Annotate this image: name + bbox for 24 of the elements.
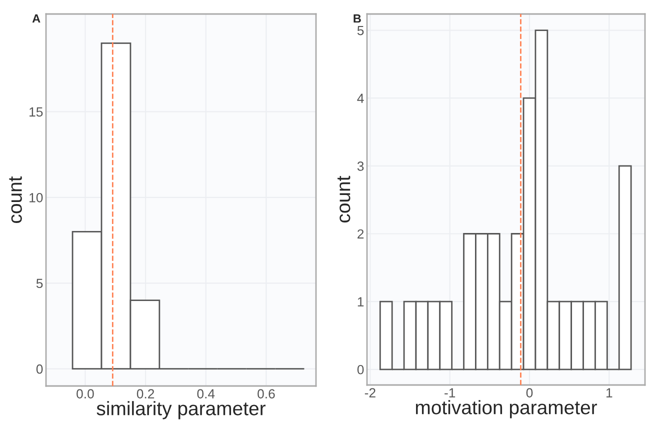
x-tick-label: 1 bbox=[606, 388, 612, 398]
y-axis-title: count bbox=[338, 176, 350, 222]
y-tick-label: 5 bbox=[36, 278, 43, 288]
y-tick-label: 1 bbox=[358, 297, 364, 306]
x-tick-label: -2 bbox=[364, 388, 376, 398]
y-tick-label: 3 bbox=[357, 161, 364, 171]
x-axis-title: motivation parameter bbox=[416, 400, 598, 418]
x-tick-label: -1 bbox=[444, 388, 456, 398]
y-tick-label: 4 bbox=[357, 94, 364, 103]
x-tick-label: 0.6 bbox=[258, 389, 275, 398]
x-tick-label: 0 bbox=[526, 388, 533, 398]
y-tick-label: 0 bbox=[36, 364, 43, 374]
chart-title: B bbox=[354, 14, 361, 23]
x-tick-label: 0.4 bbox=[197, 389, 215, 398]
y-axis-title: count bbox=[9, 176, 22, 223]
y-tick-label: 15 bbox=[30, 107, 43, 117]
x-axis-title: similarity parameter bbox=[96, 401, 266, 420]
y-tick-label: 5 bbox=[357, 26, 364, 36]
x-tick-label: 0.2 bbox=[136, 389, 154, 398]
chart-title: A bbox=[32, 14, 40, 23]
y-tick-label: 2 bbox=[358, 229, 364, 239]
x-tick-label: 0.0 bbox=[76, 389, 94, 398]
y-tick-label: 10 bbox=[30, 192, 43, 202]
y-tick-label: 0 bbox=[357, 364, 364, 374]
